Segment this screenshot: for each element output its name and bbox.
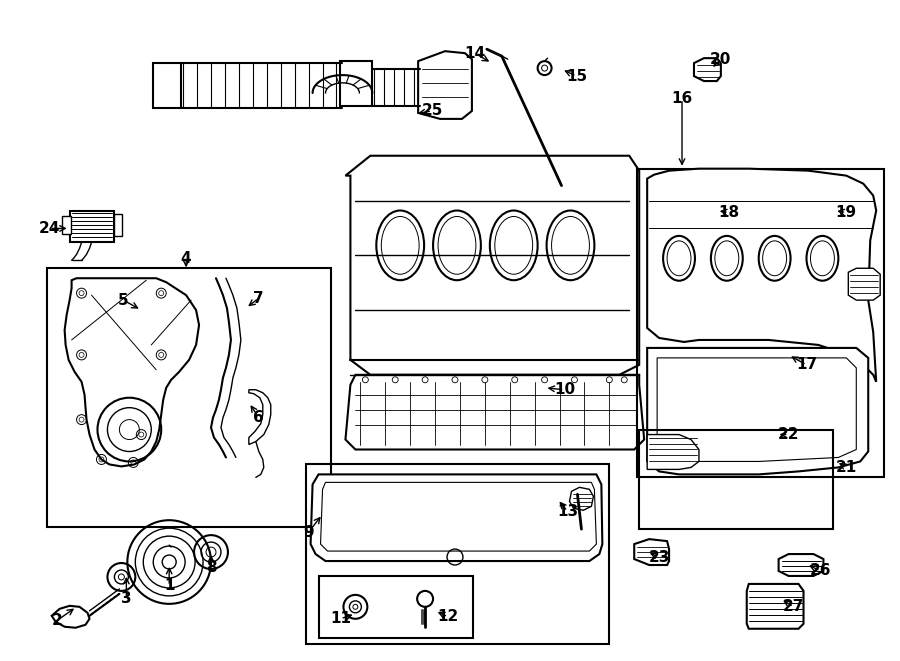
Polygon shape	[51, 606, 89, 628]
Text: 27: 27	[783, 600, 805, 614]
Text: 17: 17	[796, 358, 817, 372]
Bar	[639, 430, 833, 529]
Text: 18: 18	[718, 205, 740, 220]
Text: 13: 13	[557, 504, 578, 519]
Text: 20: 20	[710, 52, 732, 67]
Text: 21: 21	[836, 460, 857, 475]
Text: 23: 23	[648, 549, 670, 564]
Text: 11: 11	[330, 611, 351, 626]
Bar	[153, 63, 181, 108]
Text: 25: 25	[421, 103, 443, 118]
Bar	[637, 169, 884, 477]
Polygon shape	[346, 156, 639, 375]
Polygon shape	[778, 554, 824, 576]
Bar	[319, 576, 472, 638]
Polygon shape	[570, 487, 593, 510]
Text: 12: 12	[437, 609, 459, 624]
Text: 1: 1	[164, 578, 175, 594]
Text: 9: 9	[303, 525, 314, 539]
Text: 8: 8	[206, 559, 216, 574]
Text: 6: 6	[254, 410, 265, 425]
Polygon shape	[849, 268, 880, 300]
Bar	[61, 217, 70, 235]
Polygon shape	[418, 51, 472, 119]
Text: 16: 16	[671, 91, 693, 106]
Text: 19: 19	[836, 205, 857, 220]
Bar	[306, 465, 609, 644]
Polygon shape	[310, 475, 602, 561]
Polygon shape	[694, 58, 721, 81]
Bar	[340, 61, 373, 106]
Polygon shape	[248, 390, 271, 444]
Text: 7: 7	[254, 291, 264, 305]
Polygon shape	[647, 169, 877, 382]
Text: 2: 2	[51, 613, 62, 628]
Polygon shape	[647, 434, 699, 469]
Text: 3: 3	[122, 592, 131, 606]
Text: 4: 4	[181, 251, 192, 266]
Polygon shape	[647, 348, 868, 475]
Text: 26: 26	[810, 563, 832, 578]
Polygon shape	[747, 584, 804, 629]
Text: 5: 5	[118, 293, 129, 307]
Text: 15: 15	[566, 69, 587, 83]
Polygon shape	[634, 539, 669, 565]
Polygon shape	[346, 375, 644, 449]
Bar	[47, 268, 330, 527]
Text: 24: 24	[39, 221, 60, 236]
Text: 14: 14	[464, 46, 485, 61]
Text: 22: 22	[778, 427, 799, 442]
Bar	[114, 214, 122, 237]
Bar	[69, 210, 114, 243]
Text: 10: 10	[554, 382, 575, 397]
Polygon shape	[65, 278, 199, 467]
